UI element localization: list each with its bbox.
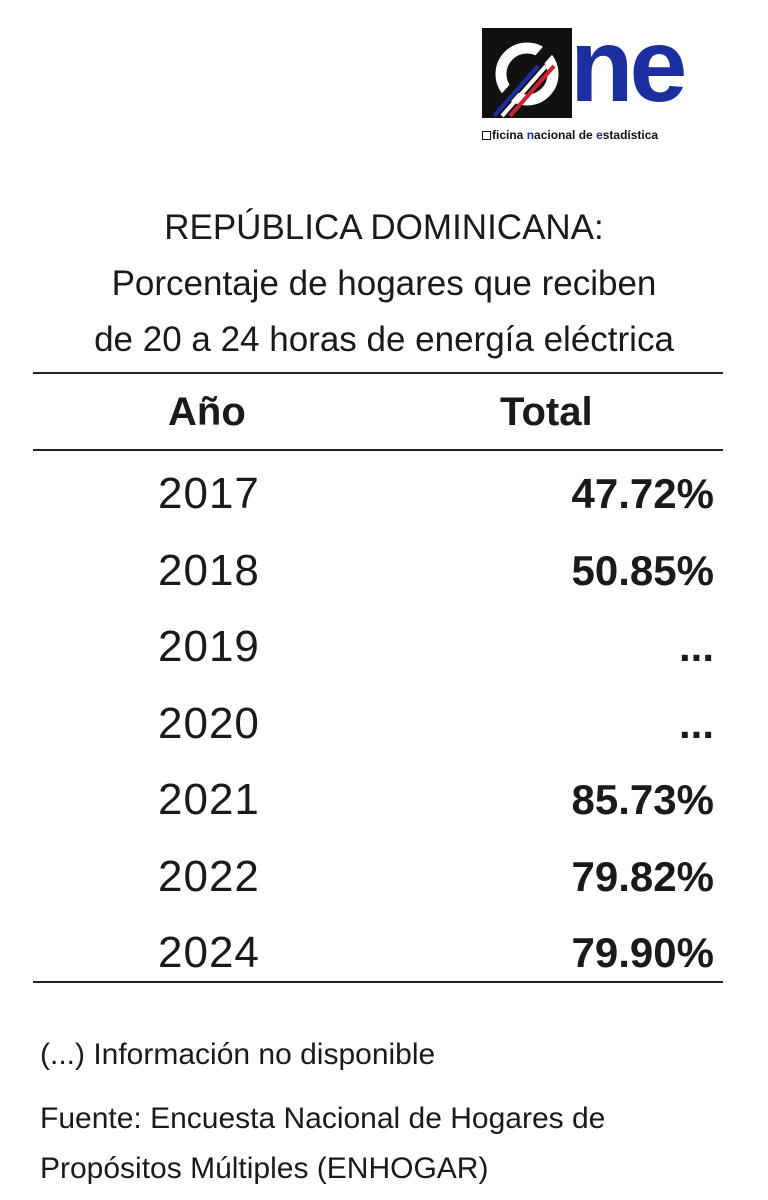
row-year: 2022 [158,851,260,901]
column-header-total: Total [500,390,593,434]
table-row: 2024 79.90% [0,915,768,992]
row-year: 2024 [158,928,260,977]
column-header-year: Año [168,390,246,434]
row-total: 47.72% [571,470,714,517]
row-total: ... [678,623,714,670]
table-row: 2021 85.73% [0,762,768,839]
one-logo-tagline: ficina nacional de estadística [482,128,718,142]
one-logo-mark-icon [482,28,572,118]
source-line-2: Propósitos Múltiples (ENHOGAR) [40,1152,489,1185]
footnote-not-available: (...) Información no disponible [40,1038,436,1071]
source-line-1: Fuente: Encuesta Nacional de Hogares de [40,1102,606,1135]
table-row: 2022 79.82% [0,839,768,916]
row-year: 2021 [158,775,260,824]
row-total: 79.82% [571,852,714,900]
table-row: 2020... [0,686,768,763]
one-logo: ne ficina nacional de estadística [482,14,718,148]
row-year: 2017 [158,469,260,518]
row-year: 2018 [158,545,260,595]
row-total: 50.85% [571,546,714,594]
table-body: 2017 47.72% 2018 50.85% 2019... 2020... 20… [0,456,768,992]
title-line-3: de 20 a 24 horas de energía eléctrica [94,320,674,359]
row-year: 2019 [158,622,260,671]
row-year: 2020 [158,698,260,748]
square-o-icon [482,131,491,140]
title-line-2: Porcentaje de hogares que reciben [111,264,657,303]
table-row: 2018 50.85% [0,533,768,610]
row-total: 79.90% [571,929,714,976]
table-row: 2017 47.72% [0,456,768,533]
one-logo-wordmark: ne [570,8,687,124]
source-note: Fuente: Encuesta Nacional de Hogares de … [40,1094,605,1194]
table-bottom-rule [33,981,723,983]
title-line-1: REPÚBLICA DOMINICANA: [164,208,604,247]
row-total: 85.73% [571,776,714,823]
table-top-rule [33,372,723,374]
table-row: 2019... [0,609,768,686]
table-title: REPÚBLICA DOMINICANA: Porcentaje de hoga… [0,200,768,368]
table-header-rule [33,449,723,451]
row-total: ... [678,699,714,747]
